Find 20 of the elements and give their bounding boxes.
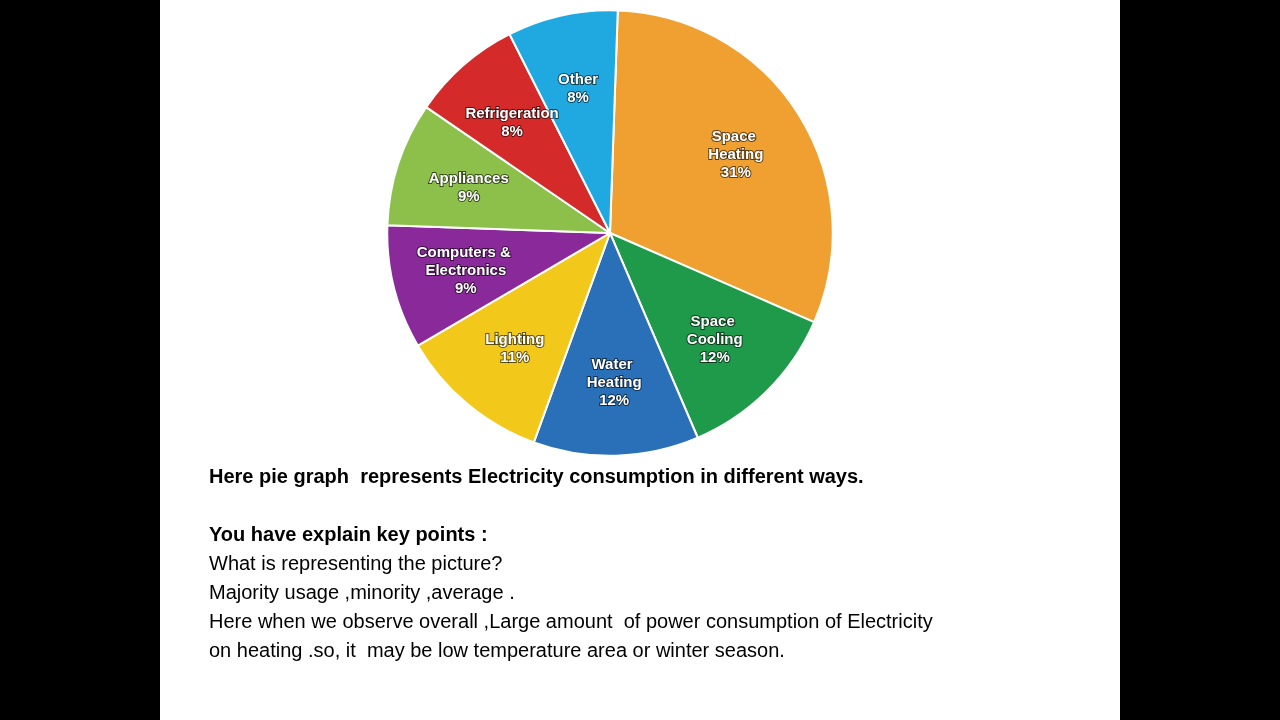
text: What is representing the picture? <box>209 551 504 576</box>
data-label: 12% <box>599 391 630 409</box>
slice-label: Computers & Electronics <box>416 242 516 278</box>
slice-label: Appliances <box>428 169 509 187</box>
text: Here pie graph represents Electricity consumption in different ways. <box>209 464 865 489</box>
data-label: 31% <box>720 163 751 181</box>
slice-label: Space Heating <box>708 127 764 163</box>
data-label: 11% <box>500 347 530 365</box>
text: You have explain key points : <box>209 522 489 547</box>
slice-label: Lighting <box>485 329 545 347</box>
data-label: 8% <box>567 88 589 106</box>
data-label: 12% <box>699 348 730 365</box>
slice-label: Space Cooling <box>686 312 743 347</box>
slice-label: Water Heating <box>586 355 642 391</box>
data-label: 8% <box>501 121 523 139</box>
data-label: 9% <box>455 278 477 296</box>
text: Majority usage ,minority ,average . <box>209 580 516 605</box>
data-label: 9% <box>457 187 480 205</box>
text: Here when we observe overall ,Large amount of power consumption of Electricity on heating .so, it may be low temperature area or winter season. <box>209 609 934 663</box>
slice-label: Other <box>558 70 599 88</box>
